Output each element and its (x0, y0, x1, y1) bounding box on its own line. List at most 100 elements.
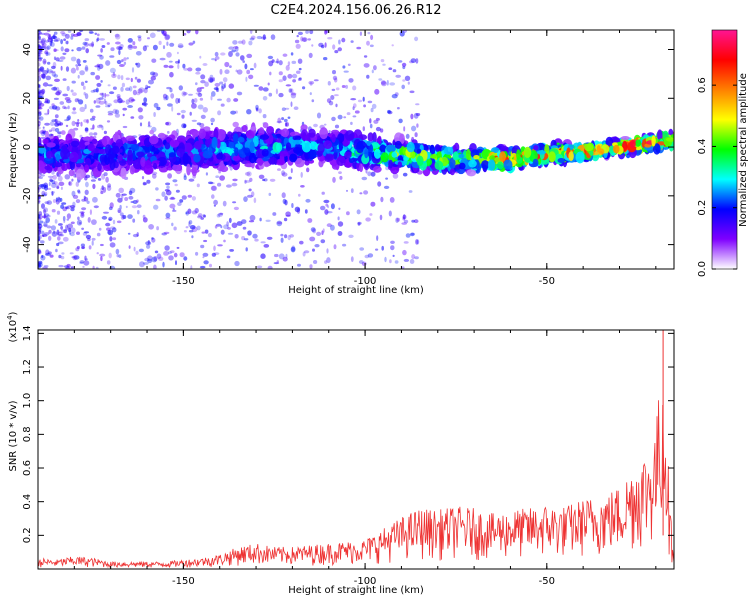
spectrogram-cell (308, 80, 315, 85)
spectrogram-cell (378, 78, 383, 81)
spectrogram-cell (90, 90, 96, 93)
spectrogram-cell (253, 197, 257, 204)
spectrogram-cell (210, 122, 214, 126)
spectrogram-cell (297, 263, 301, 267)
spectrogram-cell (411, 254, 416, 260)
spectrogram-cell (99, 92, 104, 96)
spectrogram-cell (76, 58, 81, 65)
spectrogram-cell (92, 265, 95, 269)
spectrogram-cell (313, 260, 318, 264)
spectrogram-cell (71, 120, 76, 127)
spectrogram-cell (216, 153, 224, 160)
spectrogram-cell (183, 256, 188, 261)
spectrogram-cell (350, 188, 354, 194)
spectrogram-cell (258, 174, 265, 179)
spectrogram-cell (115, 33, 121, 40)
spectrogram-cell (191, 210, 198, 215)
spectrogram-cell (386, 144, 396, 153)
spectrogram-cell (182, 63, 186, 69)
spectrogram-cell (91, 237, 96, 241)
spectrogram-cell (262, 114, 267, 119)
spectrogram-cell (370, 171, 376, 177)
spectrogram-cell (144, 104, 147, 107)
spectrogram-cell (284, 199, 288, 206)
spectrogram-cell (127, 214, 133, 220)
spectrogram-cell (107, 110, 114, 114)
spectrogram-cell (254, 238, 259, 242)
spectrogram-cell (45, 75, 52, 81)
spectrogram-cell (237, 136, 245, 143)
spectrogram-cell (369, 44, 374, 48)
spectrogram-cell (56, 229, 60, 236)
spectrogram-cell (119, 212, 124, 217)
spectrogram-cell (229, 65, 232, 68)
spectrogram-cell (291, 245, 296, 252)
spectrogram-cell (220, 103, 225, 107)
spectrogram-cell (83, 197, 89, 202)
spectrogram-cell (189, 225, 196, 230)
spectrogram-cell (156, 253, 162, 259)
spectrogram-cell (79, 211, 85, 214)
spectrogram-cell (285, 253, 288, 259)
spectrogram-cell (217, 244, 223, 247)
spectrogram-cell (70, 221, 75, 225)
spectrogram-cell (40, 136, 47, 140)
spectrogram-cell (409, 90, 415, 94)
spectrogram-cell (365, 217, 371, 222)
spectrogram-cell (47, 61, 51, 65)
spectrogram-cell (350, 40, 354, 43)
spectrogram-cell (57, 236, 61, 241)
spectrogram-cell (342, 243, 347, 247)
spectrogram-cell (51, 192, 54, 196)
spectrogram-cell (358, 260, 364, 264)
spectrogram-cell (242, 226, 247, 230)
spectrogram-cell (90, 179, 96, 182)
spectrogram-cell (38, 70, 41, 75)
spectrogram-cell (125, 135, 136, 142)
spectrogram-cell (318, 159, 324, 168)
spectrogram-cell (244, 179, 247, 184)
spectrogram-cell (209, 78, 213, 83)
spectrogram-cell (67, 30, 72, 33)
spectrogram-cell (366, 40, 370, 46)
spectrogram-cell (217, 182, 222, 187)
spectrogram-cell (92, 183, 96, 190)
spectrogram-cell (48, 182, 51, 186)
spectrogram-cell (244, 63, 248, 70)
spectrogram-cell (57, 241, 64, 245)
spectrogram-cell (182, 92, 188, 96)
spectrogram-cell (250, 126, 257, 131)
spectrogram-cell (118, 46, 123, 51)
spectrogram-cell (71, 178, 74, 182)
spectrogram-cell (300, 124, 308, 131)
snr-y-label: SNR (10 * v/v) (8, 400, 19, 471)
spectrogram-cell (292, 79, 296, 83)
spectrogram-cell (41, 203, 45, 209)
spectrogram-cell (44, 191, 48, 197)
snr-multiplier-close: ) (8, 311, 19, 315)
spectrogram-cell (294, 39, 300, 44)
spectrogram-cell (38, 111, 42, 117)
spectrogram-cell (203, 260, 209, 265)
spectrogram-cell (38, 263, 42, 267)
spectrogram-cells (38, 30, 674, 269)
spectrogram-cell (670, 134, 674, 139)
spectrogram-cell (58, 181, 65, 186)
spectrogram-cell (131, 67, 135, 73)
spectrogram-cell (533, 145, 539, 151)
spectrogram-cell (620, 136, 630, 140)
spectrogram-cell (221, 84, 226, 89)
spectrogram-cell (51, 87, 57, 91)
spectrogram-cell (115, 192, 121, 198)
spectrogram-cell (253, 84, 259, 87)
spectrogram-cell (76, 231, 80, 235)
spectrogram-cell (49, 177, 53, 182)
spectrogram-cell (192, 40, 196, 44)
spectrogram-cell (367, 31, 371, 35)
spectrogram-cell (568, 151, 574, 162)
spectrogram-cell (163, 64, 169, 68)
spectrogram-cell (40, 240, 45, 244)
spectrogram-cell (83, 119, 88, 123)
spectrogram-cell (256, 265, 263, 269)
spectrogram-cell (153, 204, 159, 210)
